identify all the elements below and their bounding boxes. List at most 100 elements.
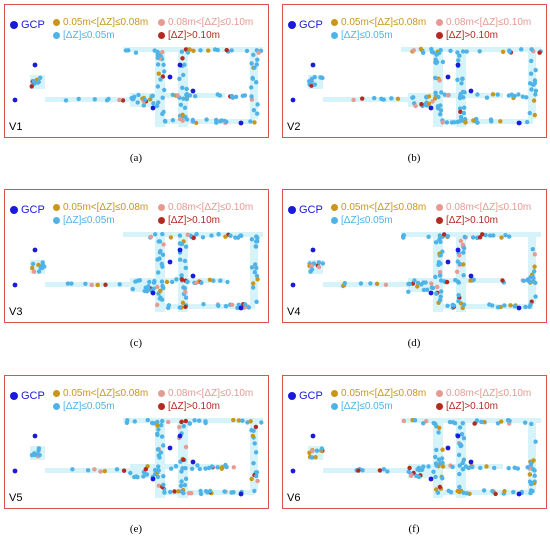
check-point xyxy=(463,120,468,125)
gcp-point xyxy=(310,62,316,68)
check-point xyxy=(457,484,462,490)
large-dot xyxy=(436,216,443,224)
check-point xyxy=(500,49,506,54)
check-point xyxy=(141,474,146,479)
check-point xyxy=(120,98,126,103)
check-point xyxy=(490,92,496,97)
check-point xyxy=(121,468,127,473)
check-point xyxy=(161,109,166,115)
check-point xyxy=(461,95,466,100)
check-point xyxy=(239,233,244,238)
check-point xyxy=(156,100,161,105)
panel-v1: GCP 0.05m<[ΔZ]≤0.08m 0.08m<[ΔZ]≤0.10m [Δ… xyxy=(4,4,269,138)
coverage-strip xyxy=(250,418,258,490)
gcp-point xyxy=(455,433,461,439)
gcp-point xyxy=(167,259,173,265)
small-dot xyxy=(331,31,338,39)
check-point xyxy=(132,419,137,424)
check-point xyxy=(229,302,235,307)
band1-dot xyxy=(331,203,338,211)
check-point xyxy=(191,235,196,241)
check-point xyxy=(117,97,122,103)
check-point xyxy=(319,446,325,451)
check-point xyxy=(456,452,462,458)
check-point xyxy=(411,95,416,100)
check-point xyxy=(458,92,463,97)
check-point xyxy=(251,285,256,290)
legend-gcp: GCP xyxy=(10,390,45,402)
check-point xyxy=(401,235,406,240)
check-point xyxy=(444,120,450,125)
check-point xyxy=(32,451,37,456)
gcp-point xyxy=(428,290,434,296)
check-point xyxy=(130,286,135,292)
check-point xyxy=(231,417,236,423)
gcp-dot xyxy=(288,392,296,401)
check-point xyxy=(450,302,455,308)
check-point xyxy=(254,234,259,239)
check-point xyxy=(531,98,537,103)
check-point xyxy=(491,233,496,238)
check-point xyxy=(253,450,259,455)
point-map xyxy=(12,231,263,312)
check-point xyxy=(177,425,182,430)
check-point xyxy=(208,488,213,494)
gcp-point xyxy=(238,305,244,311)
check-point xyxy=(512,93,517,99)
check-point xyxy=(181,72,186,78)
check-point xyxy=(527,110,532,116)
check-point xyxy=(521,278,526,283)
check-point xyxy=(431,469,436,474)
band2-dot xyxy=(158,389,165,397)
check-point xyxy=(161,242,166,247)
check-point xyxy=(395,96,401,102)
check-point xyxy=(434,291,439,296)
check-point xyxy=(254,470,260,475)
check-point xyxy=(159,434,165,439)
check-point xyxy=(423,280,428,285)
check-point xyxy=(529,58,534,64)
panel-v2: GCP 0.05m<[ΔZ]≤0.08m 0.08m<[ΔZ]≤0.10m [Δ… xyxy=(282,4,547,138)
check-point xyxy=(415,284,420,289)
check-point xyxy=(172,489,177,494)
check-point xyxy=(157,52,162,58)
check-point xyxy=(175,93,180,98)
check-point xyxy=(249,94,254,99)
gcp-point xyxy=(32,247,38,253)
check-point xyxy=(385,469,390,474)
check-point xyxy=(162,87,167,93)
check-point xyxy=(201,302,206,307)
check-point xyxy=(184,92,190,97)
check-point xyxy=(502,489,507,494)
check-point xyxy=(463,464,468,469)
check-point xyxy=(450,464,455,470)
check-point xyxy=(426,234,431,239)
panel-label: V3 xyxy=(9,306,23,318)
coverage-strip xyxy=(528,418,536,490)
check-point xyxy=(252,488,257,494)
check-point xyxy=(178,257,183,262)
legend-small: [ΔZ]≤0.05m xyxy=(331,401,393,413)
check-point xyxy=(316,264,322,270)
check-point xyxy=(436,430,441,435)
check-point xyxy=(529,481,535,486)
gcp-dot xyxy=(10,392,18,401)
check-point xyxy=(255,102,260,107)
gcp-point xyxy=(455,247,461,253)
band2-dot xyxy=(436,389,443,397)
legend-large: [ΔZ]>0.10m xyxy=(158,30,220,42)
check-point xyxy=(492,465,497,471)
check-point xyxy=(495,92,500,97)
check-point xyxy=(438,261,443,266)
check-point xyxy=(155,257,160,262)
check-point xyxy=(38,75,43,81)
check-point xyxy=(223,304,229,309)
check-point xyxy=(180,112,185,118)
check-point xyxy=(184,117,190,122)
legend-large: [ΔZ]>0.10m xyxy=(436,215,498,227)
check-point xyxy=(529,421,534,427)
panel-v4: GCP 0.05m<[ΔZ]≤0.08m 0.08m<[ΔZ]≤0.10m [Δ… xyxy=(282,189,547,323)
check-point xyxy=(512,304,517,309)
band1-dot xyxy=(53,203,60,211)
check-point xyxy=(438,294,443,299)
